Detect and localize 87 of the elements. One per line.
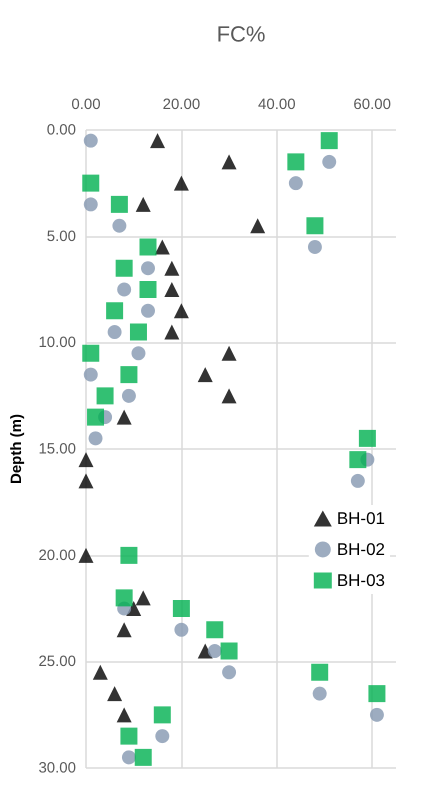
point <box>164 324 180 340</box>
legend-label: BH-01 <box>336 508 385 528</box>
point <box>116 260 133 277</box>
point <box>312 686 327 701</box>
point <box>136 196 151 212</box>
point <box>349 451 366 468</box>
point <box>122 750 136 764</box>
y-tick-label: 10.00 <box>38 334 76 352</box>
point <box>107 686 122 702</box>
y-tick-label: 25.00 <box>38 653 76 670</box>
point <box>358 430 376 447</box>
point <box>84 368 98 382</box>
point <box>112 218 126 233</box>
point <box>134 748 152 766</box>
legend-label: BH-03 <box>336 570 385 590</box>
point <box>120 366 138 384</box>
point <box>92 664 108 680</box>
point <box>120 728 138 745</box>
point <box>116 707 132 722</box>
point <box>306 217 324 234</box>
point <box>88 431 103 446</box>
legend-label: BH-02 <box>336 540 385 559</box>
point <box>174 622 188 637</box>
point <box>150 133 166 148</box>
y-tick-label: 15.00 <box>38 440 76 458</box>
point <box>206 621 224 638</box>
point <box>198 367 213 382</box>
point <box>136 590 151 606</box>
point <box>141 304 155 318</box>
point <box>141 261 155 276</box>
point <box>96 387 114 404</box>
x-tick-label: 60.00 <box>353 96 391 113</box>
point <box>164 260 180 276</box>
point <box>116 410 132 425</box>
point <box>198 644 213 659</box>
point <box>78 548 94 563</box>
point <box>287 153 304 170</box>
point <box>368 685 386 702</box>
point <box>250 218 266 234</box>
x-tick-label: 0.00 <box>71 96 101 113</box>
point <box>154 706 171 724</box>
y-axis-title: Depth (m) <box>8 414 25 484</box>
point <box>131 346 146 360</box>
point <box>172 600 190 617</box>
point <box>222 154 237 170</box>
point <box>320 132 338 150</box>
point <box>155 729 170 744</box>
point <box>164 282 180 297</box>
point <box>84 134 98 148</box>
point <box>350 474 365 488</box>
point <box>117 282 132 296</box>
point <box>222 388 237 404</box>
point <box>120 546 138 564</box>
point <box>370 708 384 722</box>
point <box>140 281 156 298</box>
y-tick-label: 20.00 <box>38 546 76 564</box>
point <box>87 408 104 426</box>
point <box>84 197 98 212</box>
point <box>116 589 133 606</box>
point <box>220 642 238 660</box>
y-tick-label: 0.00 <box>46 122 76 138</box>
x-tick-label: 40.00 <box>258 96 296 113</box>
point <box>106 302 124 320</box>
point <box>222 346 237 361</box>
point <box>82 344 100 362</box>
point <box>122 388 136 403</box>
point <box>130 324 147 341</box>
point <box>116 622 132 638</box>
point <box>154 239 170 254</box>
x-tick-label: 20.00 <box>162 96 200 113</box>
point <box>288 176 303 190</box>
point <box>140 238 156 256</box>
point <box>208 644 222 658</box>
point <box>308 240 322 254</box>
point <box>82 174 100 192</box>
point <box>174 176 189 191</box>
point <box>174 303 189 318</box>
point <box>78 473 94 488</box>
y-tick-label: 5.00 <box>46 228 76 245</box>
point <box>108 325 122 340</box>
point <box>311 664 328 681</box>
point <box>78 452 94 468</box>
chart-title: FC% <box>216 22 266 46</box>
point <box>222 665 236 680</box>
point <box>110 196 128 213</box>
point <box>322 154 336 169</box>
y-tick-label: 30.00 <box>38 760 76 776</box>
